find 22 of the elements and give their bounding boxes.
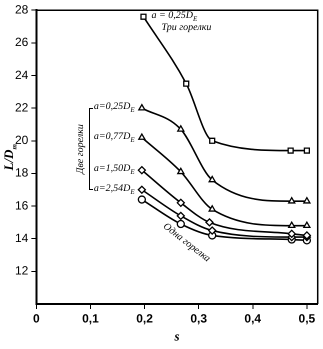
series-label: a=0,77D$_{E}$	[94, 130, 135, 144]
legend-label: a=0,25D$_{E}$	[94, 101, 135, 114]
x-tick-label: 0,5	[298, 312, 316, 326]
x-tick-label: 0,3	[190, 312, 208, 326]
legend-label: a=2,54D$_{E}$	[94, 182, 135, 196]
y-tick-label: 18	[14, 166, 29, 180]
x-tick-label: 0	[33, 312, 40, 326]
x-tick-label: 0,1	[82, 312, 100, 326]
y-tick-label: 12	[14, 264, 29, 278]
annotation: Три горелки	[161, 22, 212, 33]
y-tick-label: 24	[14, 68, 29, 82]
series-label: a = 0,25D$_{E}$	[151, 10, 198, 23]
y-tick-label: 22	[14, 100, 29, 114]
annotation: Две горелки	[74, 124, 86, 174]
x-axis-title: s	[173, 328, 180, 344]
y-tick-label: 14	[14, 231, 29, 246]
x-tick-label: 0,4	[244, 312, 262, 326]
y-tick-label: 16	[14, 198, 29, 212]
y-tick-label: 28	[14, 2, 29, 17]
series-label: a=1,50D$_{E}$	[94, 163, 135, 176]
y-tick-label: 26	[14, 35, 29, 50]
x-tick-label: 0,2	[136, 312, 154, 326]
